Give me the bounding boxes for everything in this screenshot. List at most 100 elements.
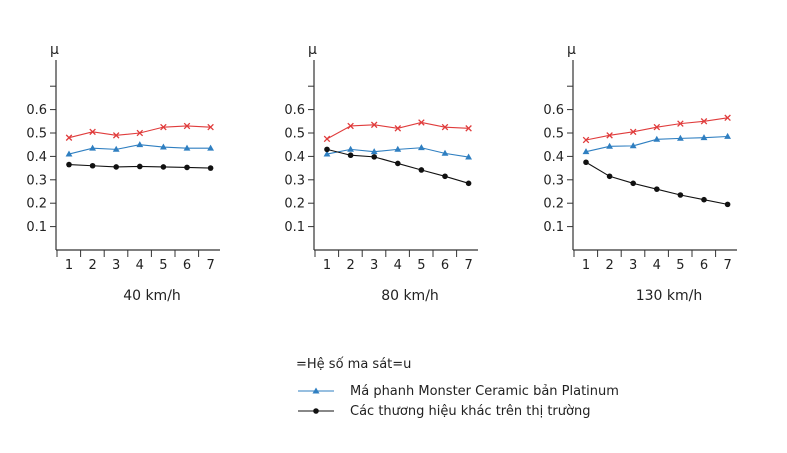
data-point-x [323,135,331,143]
data-point-x [441,123,449,131]
chart-panel-3: μ 0.1 0.2 0.3 0.4 0.5 0.6 1 2 3 4 5 6 7 130 km/h [543,42,737,304]
data-point-triangle [677,134,684,141]
data-point-x [582,136,590,144]
data-point-circle [137,163,143,170]
x-tick-label: 3 [112,258,120,273]
data-point-circle [442,173,448,180]
y-tick-label: 0.5 [543,127,564,142]
data-point-triangle [441,149,449,156]
data-point-x [653,123,661,131]
y-axis-label: μ [50,42,59,58]
x-tick-label: 1 [323,258,331,273]
data-point-x [347,122,354,130]
data-point-x [65,134,73,141]
legend-item-others-label: Các thương hiệu khác trên thị trường [350,403,591,419]
data-point-circle [654,186,660,192]
data-point-x [89,128,96,136]
data-point-triangle [370,148,378,155]
y-tick-label: 0.2 [284,197,305,212]
legend-item-monster-label: Má phanh Monster Ceramic bản Platinum [350,383,619,399]
data-point-x [465,125,472,132]
x-tick-label: 6 [441,258,449,273]
y-tick-label: 0.2 [26,197,47,212]
data-point-triangle [323,150,331,157]
x-tick-label: 7 [464,258,472,273]
data-point-triangle [160,143,167,150]
y-tick-label: 0.6 [26,103,47,118]
data-point-triangle [112,145,120,152]
series-line-circle [585,161,728,205]
legend-item-others: Các thương hiệu khác trên thị trường [296,402,590,420]
data-point-circle [701,196,707,203]
y-tick-label: 0.3 [26,173,47,188]
chart-title: 130 km/h [636,288,703,304]
x-tick-label: 3 [629,258,637,273]
data-point-circle [113,164,119,170]
y-tick-label: 0.6 [284,103,305,118]
y-tick-label: 0.4 [26,150,47,165]
data-point-circle [89,162,96,169]
data-point-triangle [207,144,214,151]
data-point-x [160,123,167,131]
data-point-x [606,132,613,139]
y-tick-label: 0.1 [284,220,305,235]
x-tick-label: 5 [676,258,684,273]
circle-marker-icon [298,408,334,414]
x-tick-label: 5 [159,258,167,273]
data-point-x [183,122,191,130]
y-tick-label: 0.5 [284,127,305,142]
data-point-circle [606,173,613,180]
triangle-marker-icon [298,387,334,394]
data-point-triangle [183,144,191,151]
data-point-triangle [347,145,354,152]
data-point-circle [184,164,190,171]
data-point-triangle [418,144,425,151]
data-point-x [394,125,402,132]
data-point-circle [207,165,214,171]
data-point-circle [371,154,378,160]
data-point-x [136,129,144,137]
data-point-x [112,132,120,139]
data-point-circle [724,201,731,208]
y-tick-label: 0.1 [543,220,564,235]
x-tick-label: 7 [723,258,731,273]
chart-panel-2: μ 0.1 0.2 0.3 0.4 0.5 0.6 1 2 3 4 5 6 7 80 km/h [284,42,478,304]
data-point-triangle [394,145,402,152]
data-point-triangle [465,153,472,160]
data-point-triangle [136,141,144,148]
y-tick-label: 0.3 [284,173,305,188]
y-tick-label: 0.4 [543,150,564,165]
data-point-circle [324,146,330,153]
data-point-triangle [629,142,637,149]
data-point-x [629,128,637,136]
x-tick-label: 1 [65,258,73,273]
x-tick-label: 2 [346,258,354,273]
x-tick-label: 1 [582,258,590,273]
data-point-circle [418,167,425,173]
data-point-x [207,123,214,131]
x-tick-label: 6 [700,258,708,273]
data-point-x [418,119,425,126]
x-tick-label: 2 [605,258,613,273]
x-tick-label: 6 [183,258,191,273]
y-tick-label: 0.4 [284,150,305,165]
y-axis-label: μ [567,42,576,58]
data-point-x [677,120,684,127]
y-tick-label: 0.6 [543,103,564,118]
data-point-x [700,118,708,125]
chart-panel-1: μ 0.1 0.2 0.3 0.4 0.5 0.6 1 2 3 4 5 6 7 40 km/h [26,42,220,304]
legend-item-monster: Má phanh Monster Ceramic bản Platinum [296,382,619,400]
x-tick-label: 3 [370,258,378,273]
y-axis-label: μ [308,42,317,58]
data-point-circle [677,192,684,198]
x-tick-label: 4 [394,258,402,273]
data-point-circle [347,152,354,159]
chart-title: 80 km/h [381,288,439,304]
y-tick-label: 0.5 [26,127,47,142]
data-point-circle [66,161,72,168]
data-point-triangle [653,135,661,142]
data-point-x [370,121,378,129]
data-point-circle [160,164,167,170]
x-tick-label: 4 [136,258,144,273]
